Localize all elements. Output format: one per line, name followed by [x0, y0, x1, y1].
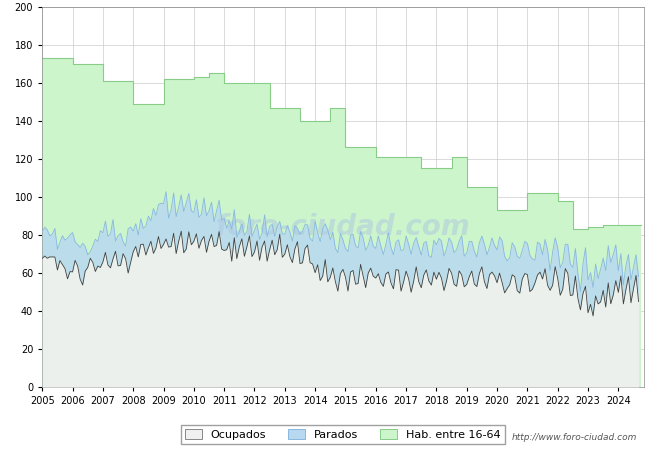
- Text: foro-ciudad.com: foro-ciudad.com: [216, 213, 470, 241]
- Text: Pozoantiguo - Evolucion de la poblacion en edad de Trabajar Septiembre de 2024: Pozoantiguo - Evolucion de la poblacion …: [93, 12, 557, 22]
- Legend: Ocupados, Parados, Hab. entre 16-64: Ocupados, Parados, Hab. entre 16-64: [181, 424, 505, 444]
- Text: http://www.foro-ciudad.com: http://www.foro-ciudad.com: [512, 433, 637, 442]
